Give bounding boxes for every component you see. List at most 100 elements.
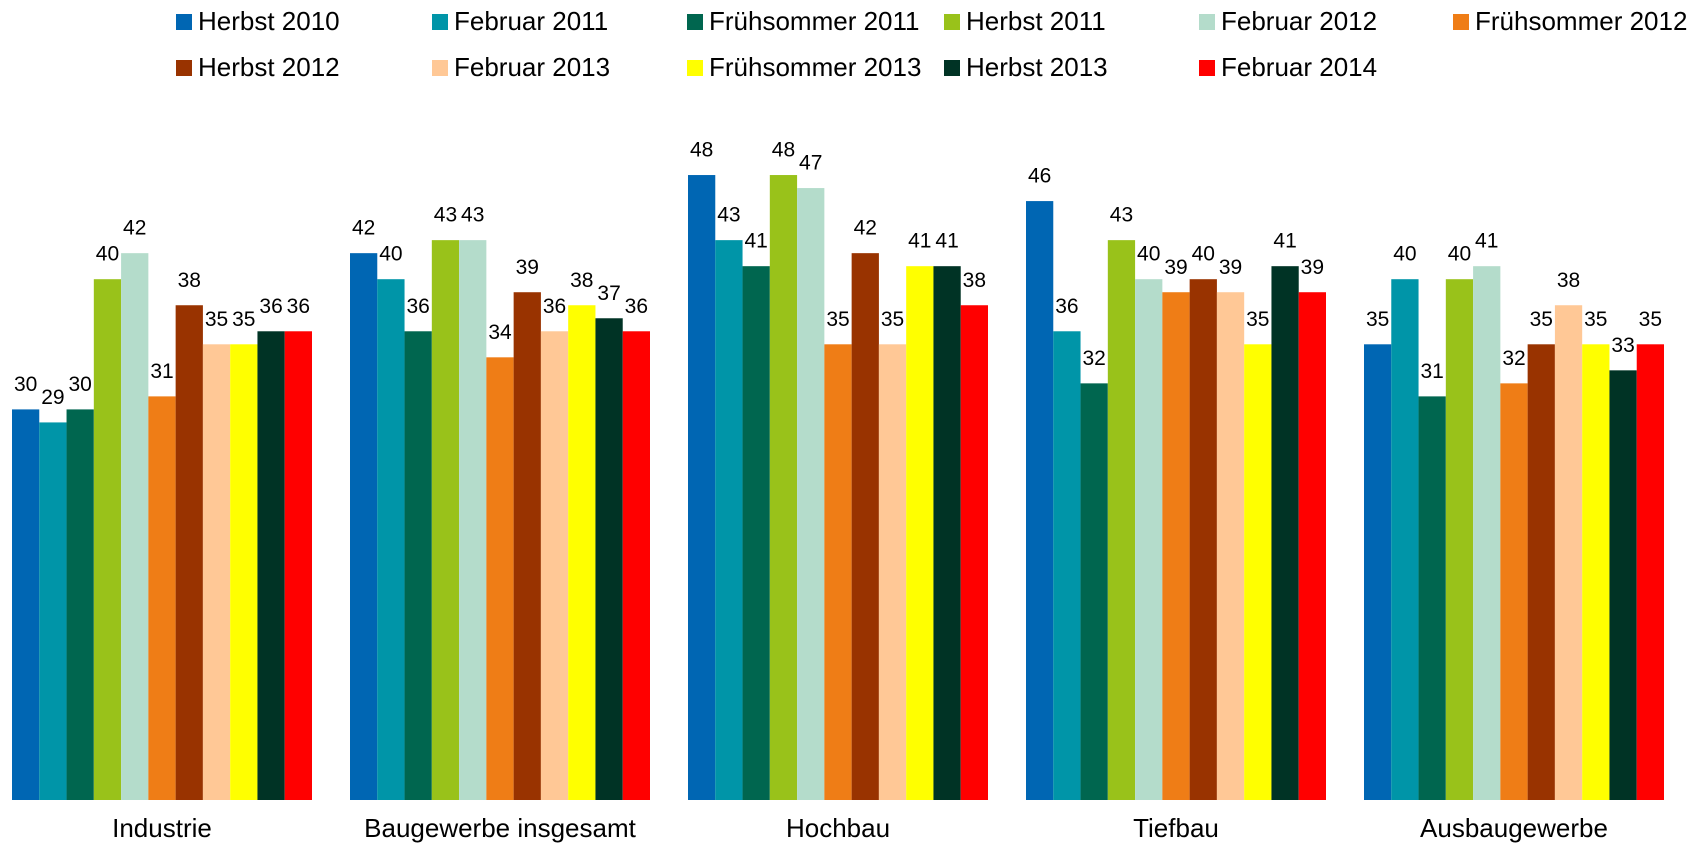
bar (1107, 240, 1136, 800)
bar (1298, 292, 1326, 800)
bar (121, 253, 149, 800)
data-label: 39 (516, 256, 539, 279)
x-tick-label: Ausbaugewerbe (1420, 813, 1608, 843)
bar (1527, 344, 1555, 800)
bar (148, 396, 176, 800)
data-label: 33 (1611, 334, 1634, 357)
data-label: 46 (1028, 165, 1051, 188)
bar (230, 344, 258, 800)
bar (1135, 279, 1163, 800)
bar (824, 344, 852, 800)
bar (202, 344, 231, 800)
bar (797, 188, 825, 800)
data-label: 41 (1475, 230, 1498, 253)
legend-swatch (1199, 14, 1215, 30)
data-label: 41 (745, 230, 768, 253)
data-label: 40 (379, 243, 402, 266)
bar (1391, 279, 1419, 800)
data-label: 40 (1137, 243, 1160, 266)
legend-label: Februar 2013 (454, 52, 610, 82)
x-tick-label: Baugewerbe insgesamt (364, 813, 636, 843)
bar (568, 305, 596, 800)
data-label: 31 (150, 360, 173, 383)
data-label: 35 (1639, 308, 1662, 331)
data-label: 42 (854, 217, 877, 240)
bar (933, 266, 961, 800)
bar (257, 331, 285, 800)
data-label: 43 (434, 204, 457, 227)
data-label: 38 (178, 269, 201, 292)
bar (1418, 396, 1446, 800)
data-label: 37 (597, 282, 620, 305)
bar (715, 240, 743, 800)
data-label: 32 (1083, 347, 1106, 370)
data-label: 41 (908, 230, 931, 253)
bar (1364, 344, 1392, 800)
bar (39, 422, 67, 800)
data-label: 42 (352, 217, 375, 240)
bar (12, 409, 40, 800)
bar (431, 240, 460, 800)
bar (93, 279, 122, 800)
bar (377, 279, 405, 800)
data-label: 41 (935, 230, 958, 253)
legend-swatch (432, 14, 448, 30)
data-label: 36 (407, 295, 430, 318)
legend-label: Februar 2014 (1221, 52, 1377, 82)
data-label: 43 (717, 204, 740, 227)
data-label: 32 (1502, 347, 1525, 370)
bar (1080, 383, 1108, 800)
bar (742, 266, 770, 800)
data-label: 36 (259, 295, 282, 318)
data-label: 38 (570, 269, 593, 292)
data-label: 36 (543, 295, 566, 318)
data-label: 43 (1110, 204, 1133, 227)
legend-label: Frühsommer 2013 (709, 52, 921, 82)
bar (284, 331, 312, 800)
data-label: 38 (1557, 269, 1580, 292)
legend-swatch (432, 60, 448, 76)
bar (851, 253, 879, 800)
bar (66, 409, 94, 800)
bar (878, 344, 907, 800)
bar (1244, 344, 1272, 800)
x-tick-label: Industrie (112, 813, 212, 843)
bar (1554, 305, 1583, 800)
bar (595, 318, 623, 800)
bar (1500, 383, 1528, 800)
bar (769, 175, 798, 801)
legend-swatch (176, 60, 192, 76)
data-label: 31 (1421, 360, 1444, 383)
legend-swatch (944, 14, 960, 30)
bar (540, 331, 569, 800)
x-tick-label: Tiefbau (1133, 813, 1219, 843)
legend-swatch (944, 60, 960, 76)
bar (459, 240, 487, 800)
bar (906, 266, 934, 800)
bar (513, 292, 541, 800)
bar (1582, 344, 1610, 800)
legend-label: Februar 2012 (1221, 6, 1377, 36)
data-label: 40 (96, 243, 119, 266)
legend-swatch (176, 14, 192, 30)
bar (622, 331, 650, 800)
bar (1216, 292, 1245, 800)
data-label: 47 (799, 152, 822, 175)
data-label: 40 (1448, 243, 1471, 266)
legend-swatch (1453, 14, 1469, 30)
data-label: 30 (14, 373, 37, 396)
bar (688, 175, 716, 801)
data-label: 35 (1584, 308, 1607, 331)
legend-label: Frühsommer 2011 (709, 6, 920, 36)
data-label: 29 (41, 386, 64, 409)
data-label: 48 (772, 139, 795, 162)
legend-label: Herbst 2011 (966, 6, 1106, 36)
bar (175, 305, 203, 800)
legend-label: Frühsommer 2012 (1475, 6, 1687, 36)
data-label: 35 (881, 308, 904, 331)
bar (404, 331, 432, 800)
data-label: 35 (1366, 308, 1389, 331)
bar (1053, 331, 1081, 800)
data-label: 43 (461, 204, 484, 227)
